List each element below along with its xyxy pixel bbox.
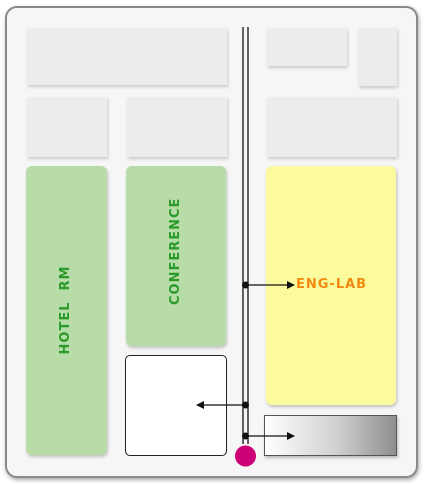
block-top-left	[27, 28, 227, 85]
room-eng-lab-label: ENG-LAB	[296, 277, 368, 292]
location-marker-icon	[235, 445, 256, 467]
block-top-mid	[267, 28, 347, 66]
junction-dot-grey-room	[242, 432, 249, 440]
room-hotel-rm[interactable]	[26, 166, 107, 455]
junction-dot-eng-lab	[242, 281, 249, 289]
block-mid-left	[27, 97, 107, 157]
block-mid-right	[267, 97, 397, 157]
junction-dot-empty-room	[242, 401, 249, 409]
block-mid-center	[127, 97, 227, 157]
block-top-right	[358, 28, 397, 86]
room-conference[interactable]	[126, 166, 226, 346]
